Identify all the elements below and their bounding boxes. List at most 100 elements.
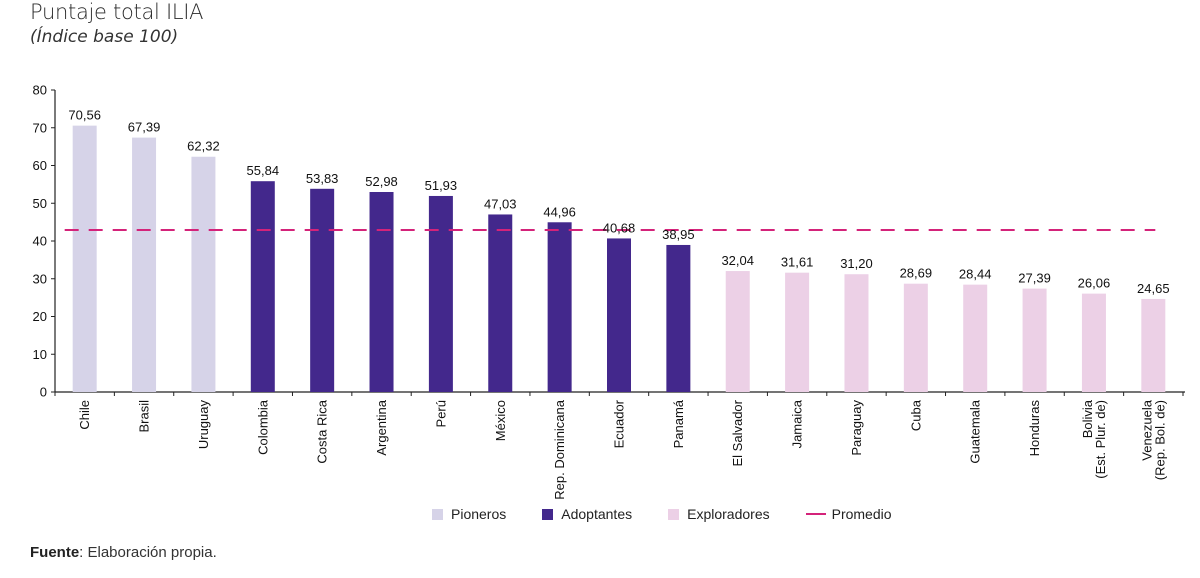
data-label: 31,20 xyxy=(840,256,873,271)
bar xyxy=(903,283,928,392)
bar xyxy=(844,274,869,392)
data-label: 38,95 xyxy=(662,227,695,242)
data-label: 51,93 xyxy=(425,178,458,193)
data-label: 28,69 xyxy=(900,266,933,281)
category-label-line: Chile xyxy=(77,400,92,430)
y-tick-label: 20 xyxy=(33,309,47,324)
legend-item-promedio: Promedio xyxy=(805,506,892,522)
legend-label-adoptantes: Adoptantes xyxy=(561,506,633,522)
bars xyxy=(72,125,1166,393)
bar xyxy=(725,271,750,392)
category-label-line: Ecuador xyxy=(612,399,627,448)
category-label-line: Venezuela xyxy=(1139,399,1154,460)
data-label: 44,96 xyxy=(543,204,576,219)
category-label-line: Bolivia xyxy=(1080,399,1095,438)
category-label: Ecuador xyxy=(612,399,627,448)
category-label-line: Jamaica xyxy=(790,399,805,448)
category-label-line: Honduras xyxy=(1027,400,1042,457)
legend-item-adoptantes: Adoptantes xyxy=(542,506,632,522)
category-label-line: Paraguay xyxy=(849,400,864,456)
data-label: 24,65 xyxy=(1137,281,1170,296)
y-axis: 0 10 20 30 40 50 60 70 80 xyxy=(33,83,56,400)
legend-swatch-promedio xyxy=(805,513,826,515)
bar xyxy=(369,192,394,392)
data-label: 70,56 xyxy=(68,108,101,123)
bar xyxy=(785,272,810,392)
data-label: 52,98 xyxy=(365,174,398,189)
category-label-line: Guatemala xyxy=(968,399,983,463)
legend-label-promedio: Promedio xyxy=(831,506,892,522)
legend-label-pioneros: Pioneros xyxy=(451,506,507,522)
category-label: Paraguay xyxy=(849,400,864,456)
legend-swatch-pioneros xyxy=(432,508,443,520)
category-label-line: (Est. Plur. de) xyxy=(1093,400,1108,479)
data-label: 67,39 xyxy=(128,120,161,135)
y-tick-label: 10 xyxy=(33,347,47,362)
y-tick-label: 80 xyxy=(33,83,47,98)
bar xyxy=(191,156,216,392)
category-label: Perú xyxy=(433,400,448,427)
legend-item-exploradores: Exploradores xyxy=(668,506,770,522)
category-label: El Salvador xyxy=(730,399,745,466)
y-tick-label: 70 xyxy=(33,120,47,135)
category-label: Argentina xyxy=(374,399,389,455)
chart-title: Puntaje total ILIA xyxy=(30,0,204,24)
category-label-line: México xyxy=(493,400,508,441)
data-label: 32,04 xyxy=(721,253,754,268)
category-label: Panamá xyxy=(671,399,686,448)
data-label: 28,44 xyxy=(959,267,992,282)
category-label-line: Costa Rica xyxy=(315,399,330,463)
category-label: México xyxy=(493,400,508,441)
category-label: Colombia xyxy=(255,399,270,455)
y-tick-label: 50 xyxy=(33,196,47,211)
category-label: Uruguay xyxy=(196,400,211,450)
y-tick-label: 60 xyxy=(33,158,47,173)
source-text: : Elaboración propia. xyxy=(79,544,217,561)
category-label: Jamaica xyxy=(790,399,805,448)
bar xyxy=(547,222,572,392)
category-label-line: Colombia xyxy=(255,399,270,455)
data-label: 31,61 xyxy=(781,255,814,270)
data-label: 47,03 xyxy=(484,196,517,211)
chart-subtitle: (Índice base 100) xyxy=(30,27,179,47)
category-labels: Chile Brasil Uruguay Colombia Costa Rica Arge… xyxy=(77,399,1167,499)
category-label: Chile xyxy=(77,400,92,430)
legend-swatch-adoptantes xyxy=(542,508,554,520)
category-label-line: El Salvador xyxy=(730,399,745,466)
category-label: Venezuela(Rep. Bol. de) xyxy=(1139,399,1167,480)
y-tick-label: 30 xyxy=(33,271,47,286)
category-label: Costa Rica xyxy=(315,399,330,463)
legend: Pioneros Adoptantes Exploradores Promedi… xyxy=(432,506,928,522)
category-label: Bolivia(Est. Plur. de) xyxy=(1080,399,1108,479)
x-axis xyxy=(54,391,1185,396)
category-label: Brasil xyxy=(137,400,152,433)
data-label: 62,32 xyxy=(187,139,220,154)
data-labels: 70,56 67,39 62,32 55,84 53,83 52,98 51,93 47,03… xyxy=(68,108,1169,296)
category-label: Rep. Dominicana xyxy=(552,399,567,499)
category-label-line: Uruguay xyxy=(196,400,211,450)
bar xyxy=(1022,288,1047,392)
bar xyxy=(428,195,453,392)
data-label: 26,06 xyxy=(1078,276,1111,291)
bar xyxy=(963,284,988,392)
data-label: 27,39 xyxy=(1018,271,1051,286)
category-label: Guatemala xyxy=(968,399,983,463)
y-tick-label: 40 xyxy=(33,234,47,249)
source-note: Fuente: Elaboración propia. xyxy=(30,544,217,561)
y-tick-label: 0 xyxy=(40,385,47,400)
legend-swatch-exploradores xyxy=(668,508,680,520)
bar xyxy=(250,181,275,392)
legend-item-pioneros: Pioneros xyxy=(432,506,506,522)
data-label: 53,83 xyxy=(306,171,339,186)
legend-label-exploradores: Exploradores xyxy=(687,506,770,522)
bar xyxy=(1141,298,1166,392)
bar xyxy=(310,188,335,392)
bar xyxy=(666,244,691,392)
bar xyxy=(488,214,513,392)
category-label-line: Argentina xyxy=(374,399,389,455)
category-label: Honduras xyxy=(1027,400,1042,457)
bar xyxy=(1081,293,1106,392)
category-label-line: Perú xyxy=(433,400,448,427)
source-label: Fuente xyxy=(30,544,80,561)
bar xyxy=(72,125,97,393)
